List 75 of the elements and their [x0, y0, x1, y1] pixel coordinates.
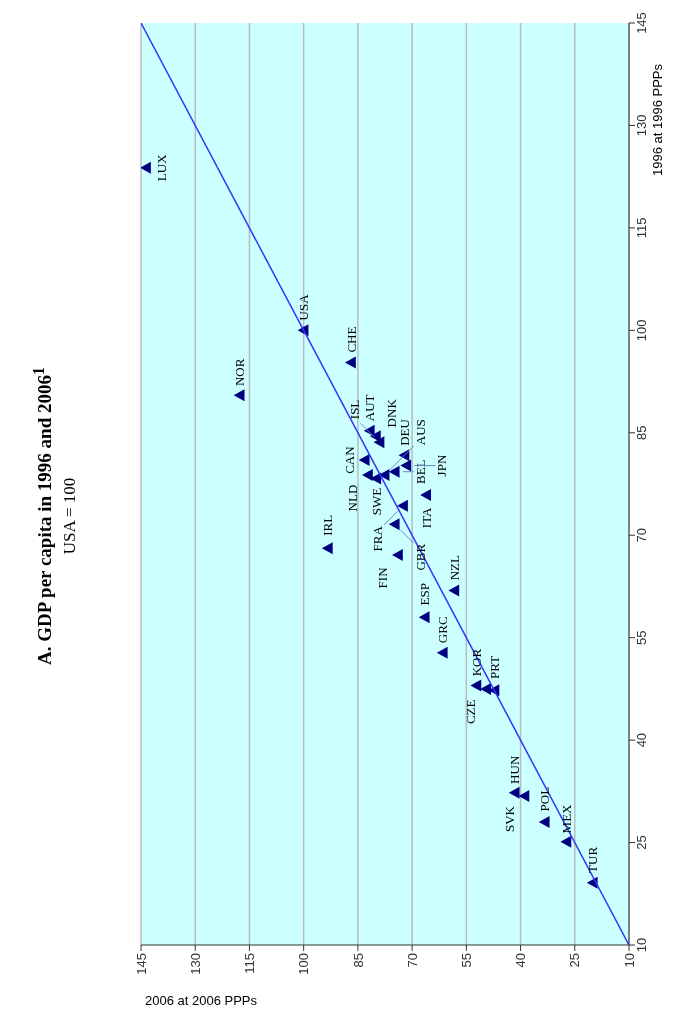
- point: [420, 488, 432, 501]
- annotation: NZL: [446, 554, 462, 581]
- annotation: DEU: [397, 418, 413, 446]
- annotation: LUX: [154, 153, 170, 182]
- annotation: CAN: [341, 445, 357, 474]
- point: [392, 549, 403, 562]
- annotation: CZE: [463, 699, 479, 725]
- annotation: BEL: [412, 459, 428, 484]
- point: [470, 679, 482, 692]
- y-tick-label: 25: [634, 835, 650, 850]
- point: [448, 584, 460, 597]
- point: [418, 611, 430, 624]
- annotation: PRT: [487, 655, 503, 679]
- annotation: FRA: [370, 525, 386, 552]
- x-tick-label: 130: [187, 953, 203, 975]
- y-tick-label: 55: [634, 630, 650, 645]
- annotation: HUN: [507, 755, 523, 784]
- point: [397, 499, 408, 512]
- annotation: ITA: [418, 506, 434, 529]
- y-tick-label: 100: [634, 319, 650, 342]
- annotation: IRL: [320, 514, 336, 536]
- point: [362, 469, 373, 482]
- y-tick-label: 70: [634, 527, 650, 543]
- point: [480, 682, 492, 695]
- annotation: KOR: [468, 648, 484, 677]
- annotation: ISL: [346, 399, 362, 420]
- point: [373, 436, 385, 449]
- y-tick-label: 130: [634, 114, 650, 137]
- point: [400, 459, 412, 472]
- point: [538, 816, 550, 829]
- point: [436, 646, 448, 659]
- y-axis-title: 1996 at 1996 PPPs: [650, 64, 665, 177]
- y-tick-label: 40: [634, 732, 650, 748]
- annotation: CHE: [343, 326, 359, 353]
- annotation: NLD: [345, 484, 361, 512]
- annotation: MEX: [558, 803, 574, 834]
- y-tick-label: 145: [634, 12, 650, 34]
- point: [141, 161, 151, 174]
- point: [388, 465, 400, 478]
- point: [345, 356, 356, 369]
- annotation: USA: [296, 293, 312, 321]
- annotation: POL: [537, 786, 553, 812]
- x-tick-label: 55: [458, 953, 474, 968]
- annotation: GBR: [412, 543, 428, 571]
- text: USA = 100: [60, 476, 80, 557]
- annotation: AUS: [412, 419, 428, 446]
- x-tick-label: 25: [567, 953, 583, 968]
- y-tick-label: 115: [634, 217, 650, 239]
- point: [518, 790, 530, 803]
- annotation: ESP: [417, 583, 433, 606]
- point: [358, 454, 370, 467]
- annotation: JPN: [434, 454, 450, 477]
- point: [388, 518, 400, 531]
- x-tick-label: 115: [242, 953, 258, 974]
- annotation: GRC: [435, 616, 451, 644]
- point: [508, 786, 520, 799]
- point: [321, 542, 333, 555]
- annotation: DNK: [383, 398, 399, 428]
- annotation: SWE: [368, 487, 384, 516]
- x-tick-label: 70: [404, 953, 420, 968]
- x-axis-title: 2006 at 2006 PPPs: [145, 993, 258, 1008]
- x-tick-label: 40: [513, 953, 529, 968]
- annotation: AUT: [362, 394, 378, 422]
- annotation: NOR: [232, 358, 248, 387]
- annotation: TUR: [585, 846, 601, 873]
- x-tick-label: 100: [296, 953, 312, 975]
- annotation: SVK: [501, 805, 517, 833]
- x-tick-label: 85: [350, 953, 366, 968]
- x-tick-label: 10: [621, 953, 637, 968]
- point: [233, 389, 245, 402]
- point: [560, 835, 572, 848]
- y-tick-label: 10: [634, 937, 650, 953]
- x-tick-label: 145: [133, 953, 149, 975]
- y-tick-label: 85: [634, 425, 650, 441]
- annotation: FIN: [375, 566, 391, 589]
